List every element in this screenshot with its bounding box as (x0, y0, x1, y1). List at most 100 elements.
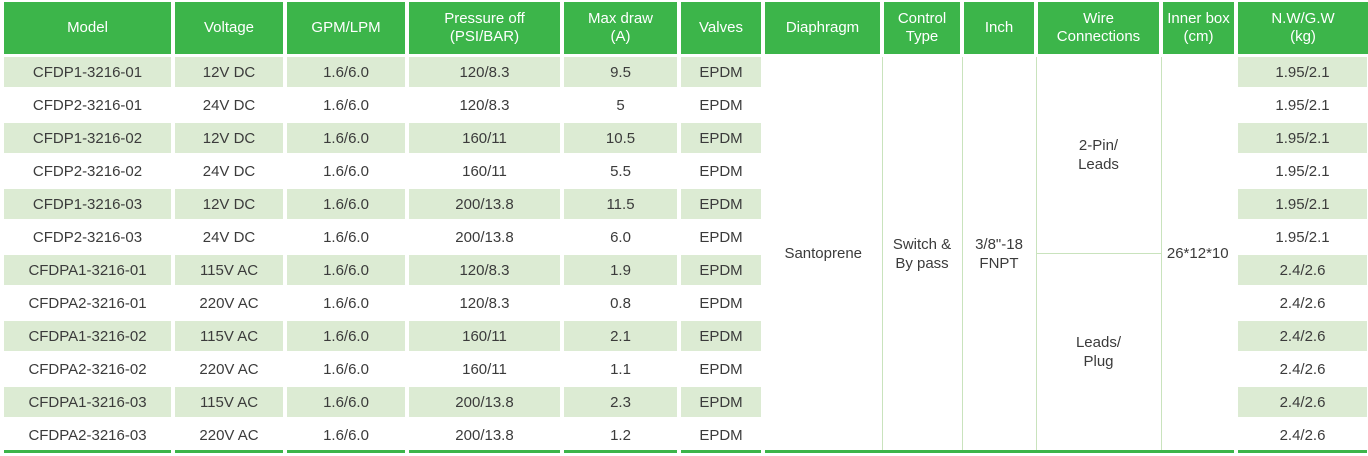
max-draw-cell: 11.5 (560, 186, 681, 222)
max-draw-cell: 2.1 (560, 318, 681, 354)
voltage-cell: 220V AC (171, 285, 287, 321)
max-draw-cell: 1.9 (560, 252, 681, 288)
voltage-cell: 12V DC (171, 186, 287, 222)
gpm-lpm-cell: 1.6/6.0 (283, 87, 409, 123)
pressure-off-cell: 200/13.8 (405, 219, 564, 255)
table-row: CFDPA2-3216-02 220V AC 1.6/6.0 160/11 1.1 EPD… (0, 351, 1368, 387)
table-row: CFDP2-3216-03 24V DC 1.6/6.0 200/13.8 6.0 EPD… (0, 219, 1368, 255)
max-draw-cell: 5.5 (560, 153, 681, 189)
table-row: CFDPA2-3216-01 220V AC 1.6/6.0 120/8.3 0.8 EP… (0, 285, 1368, 321)
diaphragm-cell: Santoprene (762, 55, 883, 453)
voltage-cell: 12V DC (171, 54, 287, 90)
gpm-lpm-cell: 1.6/6.0 (283, 384, 409, 420)
valves-cell: EPDM (677, 186, 765, 222)
table-row: CFDP2-3216-01 24V DC 1.6/6.0 120/8.3 5 EPDM 1.… (0, 87, 1368, 123)
gpm-lpm-cell: 1.6/6.0 (283, 318, 409, 354)
voltage-cell: 24V DC (171, 219, 287, 255)
nw-gw-cell: 2.4/2.6 (1234, 417, 1368, 453)
gpm-lpm-cell: 1.6/6.0 (283, 120, 409, 156)
gpm-lpm-cell: 1.6/6.0 (283, 351, 409, 387)
valves-cell: EPDM (677, 351, 765, 387)
wire-connections-dc-cell: 2-Pin/ Leads (1035, 55, 1162, 254)
voltage-cell: 115V AC (171, 318, 287, 354)
col-header-pressure-off: Pressure off (PSI/BAR) (405, 0, 564, 57)
model-cell: CFDP2-3216-02 (0, 153, 175, 189)
col-header-nw-gw: N.W/G.W (kg) (1234, 0, 1368, 57)
voltage-cell: 24V DC (171, 153, 287, 189)
max-draw-cell: 1.2 (560, 417, 681, 453)
nw-gw-cell: 2.4/2.6 (1234, 318, 1368, 354)
col-header-diaphragm: Diaphragm (761, 0, 884, 57)
col-header-model: Model (0, 0, 175, 57)
table-row: CFDP1-3216-02 12V DC 1.6/6.0 160/11 10.5 EPDM… (0, 120, 1368, 156)
col-header-max-draw: Max draw (A) (560, 0, 681, 57)
valves-cell: EPDM (677, 87, 765, 123)
model-cell: CFDP1-3216-02 (0, 120, 175, 156)
col-header-control-type: Control Type (880, 0, 964, 57)
voltage-cell: 115V AC (171, 252, 287, 288)
pressure-off-cell: 160/11 (405, 120, 564, 156)
nw-gw-cell: 2.4/2.6 (1234, 384, 1368, 420)
pressure-off-cell: 120/8.3 (405, 54, 564, 90)
max-draw-cell: 6.0 (560, 219, 681, 255)
table-row: CFDPA1-3216-02 115V AC 1.6/6.0 160/11 2.1 EPD… (0, 318, 1368, 354)
nw-gw-cell: 1.95/2.1 (1234, 87, 1368, 123)
model-cell: CFDP2-3216-03 (0, 219, 175, 255)
table-body: CFDP1-3216-01 12V DC 1.6/6.0 120/8.3 9.5 EPDM… (0, 54, 1368, 453)
header-row: Model Voltage GPM/LPM Pressure off (PSI/… (0, 0, 1368, 57)
voltage-cell: 220V AC (171, 351, 287, 387)
pressure-off-cell: 120/8.3 (405, 87, 564, 123)
max-draw-cell: 5 (560, 87, 681, 123)
model-cell: CFDP1-3216-03 (0, 186, 175, 222)
max-draw-cell: 10.5 (560, 120, 681, 156)
model-cell: CFDPA1-3216-01 (0, 252, 175, 288)
table-row: CFDP2-3216-02 24V DC 1.6/6.0 160/11 5.5 EPDM 1… (0, 153, 1368, 189)
voltage-cell: 24V DC (171, 87, 287, 123)
pressure-off-cell: 160/11 (405, 351, 564, 387)
model-cell: CFDPA2-3216-01 (0, 285, 175, 321)
voltage-cell: 220V AC (171, 417, 287, 453)
valves-cell: EPDM (677, 153, 765, 189)
nw-gw-cell: 1.95/2.1 (1234, 153, 1368, 189)
valves-cell: EPDM (677, 120, 765, 156)
inner-box-cell: 26*12*10 (1160, 55, 1237, 453)
nw-gw-cell: 1.95/2.1 (1234, 54, 1368, 90)
inch-cell: 3/8"-18 FNPT (961, 55, 1037, 453)
model-cell: CFDPA1-3216-02 (0, 318, 175, 354)
valves-cell: EPDM (677, 54, 765, 90)
gpm-lpm-cell: 1.6/6.0 (283, 153, 409, 189)
valves-cell: EPDM (677, 252, 765, 288)
model-cell: CFDPA1-3216-03 (0, 384, 175, 420)
gpm-lpm-cell: 1.6/6.0 (283, 252, 409, 288)
nw-gw-cell: 1.95/2.1 (1234, 219, 1368, 255)
col-header-wire-connections: Wire Connections (1034, 0, 1163, 57)
valves-cell: EPDM (677, 219, 765, 255)
col-header-inch: Inch (960, 0, 1038, 57)
gpm-lpm-cell: 1.6/6.0 (283, 219, 409, 255)
wire-connections-ac-cell: Leads/ Plug (1035, 253, 1162, 453)
col-header-valves: Valves (677, 0, 765, 57)
table-row: CFDPA1-3216-01 115V AC 1.6/6.0 120/8.3 1.9 EP… (0, 252, 1368, 453)
table-row: CFDP1-3216-01 12V DC 1.6/6.0 120/8.3 9.5 EPDM… (0, 54, 1368, 453)
pressure-off-cell: 160/11 (405, 153, 564, 189)
col-header-gpm-lpm: GPM/LPM (283, 0, 409, 57)
nw-gw-cell: 1.95/2.1 (1234, 186, 1368, 222)
nw-gw-cell: 2.4/2.6 (1234, 285, 1368, 321)
model-cell: CFDPA2-3216-02 (0, 351, 175, 387)
valves-cell: EPDM (677, 384, 765, 420)
table-row: CFDPA2-3216-03 220V AC 1.6/6.0 200/13.8 1.2 E… (0, 417, 1368, 453)
control-type-cell: Switch & By pass (881, 55, 963, 453)
max-draw-cell: 1.1 (560, 351, 681, 387)
pressure-off-cell: 120/8.3 (405, 252, 564, 288)
valves-cell: EPDM (677, 417, 765, 453)
max-draw-cell: 2.3 (560, 384, 681, 420)
voltage-cell: 12V DC (171, 120, 287, 156)
pressure-off-cell: 200/13.8 (405, 417, 564, 453)
col-header-voltage: Voltage (171, 0, 287, 57)
pressure-off-cell: 160/11 (405, 318, 564, 354)
col-header-inner-box: Inner box (cm) (1159, 0, 1238, 57)
max-draw-cell: 0.8 (560, 285, 681, 321)
max-draw-cell: 9.5 (560, 54, 681, 90)
table-row: CFDPA1-3216-03 115V AC 1.6/6.0 200/13.8 2.3 E… (0, 384, 1368, 420)
